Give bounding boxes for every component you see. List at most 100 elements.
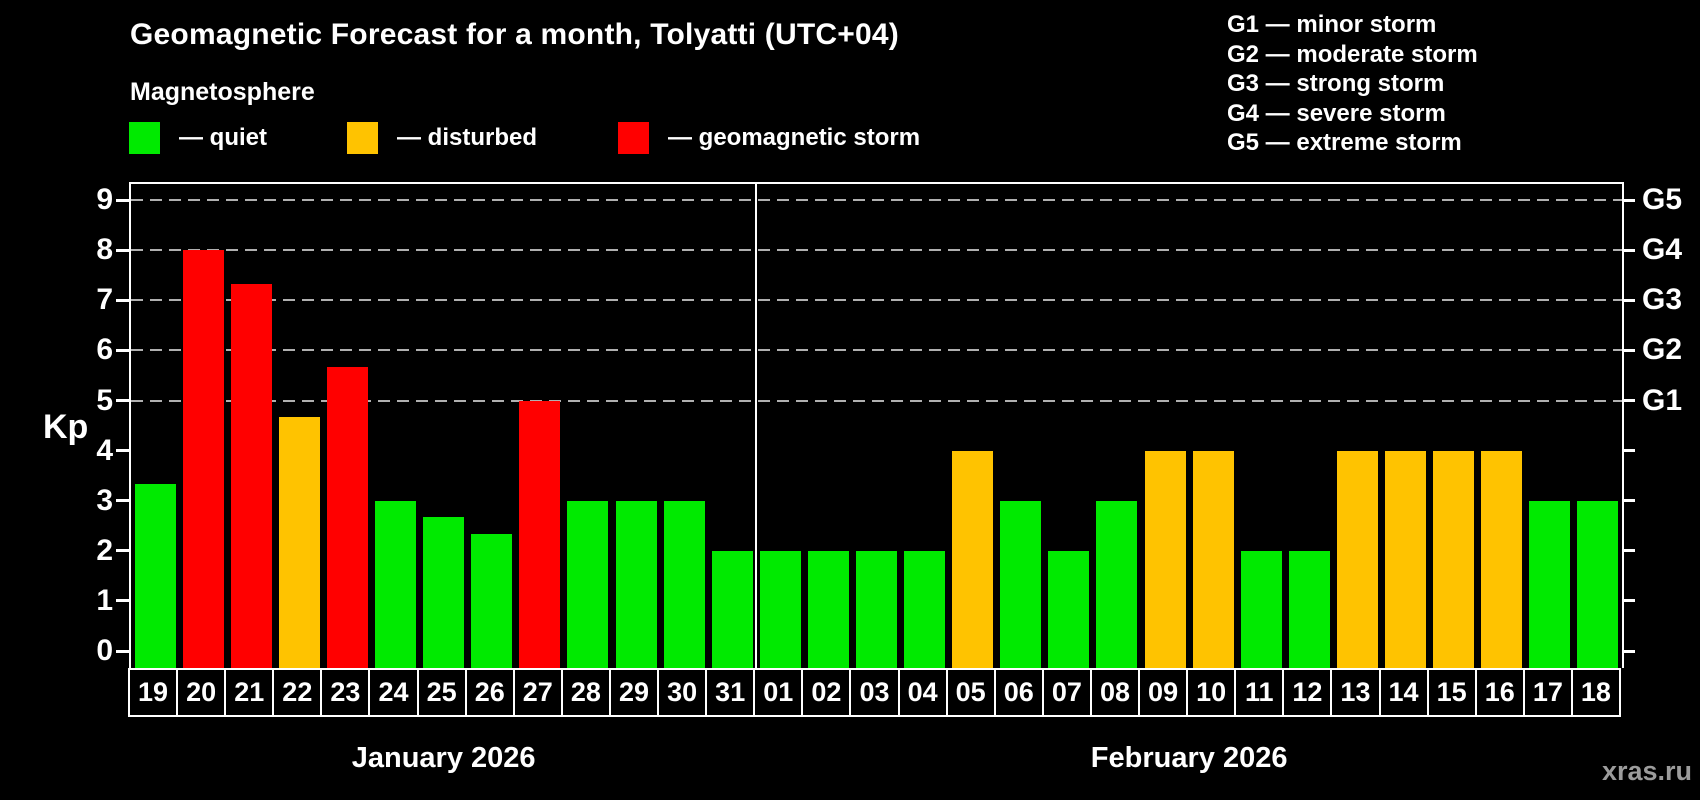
date-cell-01: 01	[753, 668, 804, 717]
kp-bar-02	[807, 550, 849, 668]
kp-bar-09	[1144, 450, 1186, 668]
date-cell-29: 29	[608, 668, 660, 717]
left-tick-0	[116, 649, 129, 653]
kp-axis-label: Kp	[43, 408, 89, 446]
ytick-label-7: 7	[96, 283, 113, 317]
date-cell-24: 24	[368, 668, 419, 717]
date-cell-12: 12	[1282, 668, 1333, 717]
ytick-label-9: 9	[96, 183, 113, 217]
date-cell-07: 07	[1041, 668, 1092, 717]
plot-area: 0 1 2 3 4 5 6 7 8 9 G1 G2 G3 G4 G5	[96, 182, 1682, 668]
date-cell-30: 30	[657, 668, 708, 717]
ytick-label-3: 3	[96, 483, 113, 517]
right-tick-4	[1622, 449, 1635, 453]
kp-bar-23	[326, 366, 368, 668]
kp-bar-30	[663, 500, 705, 668]
right-tick-9	[1622, 198, 1635, 202]
left-tick-8	[116, 248, 129, 252]
date-cell-18: 18	[1570, 668, 1621, 717]
g-legend-line-3: G3 — strong storm	[1227, 70, 1445, 97]
legend-item-quiet: — quiet	[0, 121, 1100, 155]
kp-bar-06	[1000, 500, 1042, 668]
ytick-label-2: 2	[96, 533, 113, 567]
quiet-swatch-icon	[129, 122, 160, 154]
kp-bar-05	[952, 450, 994, 668]
left-tick-7	[116, 298, 129, 302]
page-title: Geomagnetic Forecast for a month, Tolyat…	[130, 18, 899, 51]
kp-bar-04	[904, 550, 946, 668]
gridline-kp8	[131, 249, 1622, 252]
right-tick-7	[1622, 298, 1635, 302]
legend-label-storm: — geomagnetic storm	[668, 124, 921, 151]
gridline-kp7	[131, 299, 1622, 302]
kp-bar-01	[759, 550, 801, 668]
date-cell-21: 21	[224, 668, 275, 717]
g-scale-legend: G1 — minor storm G2 — moderate storm G3 — …	[1227, 10, 1478, 158]
left-tick-3	[116, 499, 129, 503]
kp-bar-17	[1529, 500, 1571, 668]
right-tick-2	[1622, 549, 1635, 553]
magnetosphere-subtitle: Magnetosphere	[130, 78, 315, 106]
kp-bar-14	[1385, 450, 1427, 668]
watermark: xras.ru	[1601, 756, 1692, 786]
date-cell-11: 11	[1234, 668, 1285, 717]
date-cell-20: 20	[176, 668, 227, 717]
kp-bar-20	[182, 250, 224, 668]
ytick-label-5: 5	[96, 383, 113, 417]
date-cell-28: 28	[560, 668, 611, 717]
kp-bar-07	[1048, 550, 1090, 668]
left-tick-6	[116, 348, 129, 352]
date-cell-13: 13	[1330, 668, 1381, 717]
date-cell-03: 03	[849, 668, 900, 717]
legend-label-quiet: — quiet	[179, 124, 267, 151]
kp-bar-18	[1577, 500, 1619, 668]
g-legend-line-5: G5 — extreme storm	[1227, 129, 1462, 156]
kp-bar-12	[1288, 550, 1330, 668]
g-legend-line-2: G2 — moderate storm	[1227, 40, 1478, 68]
right-tick-6	[1622, 348, 1635, 352]
left-tick-5	[116, 399, 129, 402]
ytick-label-1: 1	[96, 583, 113, 617]
kp-bar-31	[711, 550, 753, 668]
date-cell-27: 27	[512, 668, 563, 717]
right-tick-5	[1622, 399, 1635, 402]
date-cell-19: 19	[128, 668, 179, 717]
kp-bar-10	[1192, 450, 1234, 668]
legend-item-storm: — geomagnetic storm	[0, 121, 1100, 155]
disturbed-swatch-icon	[347, 122, 378, 154]
kp-bar-28	[567, 500, 609, 668]
date-cell-06: 06	[993, 668, 1044, 717]
g-level-label-g2: G2	[1642, 333, 1683, 367]
date-cell-05: 05	[945, 668, 996, 717]
month-separator	[755, 184, 758, 668]
left-tick-4	[116, 449, 129, 453]
ytick-label-8: 8	[96, 233, 113, 267]
date-cell-16: 16	[1474, 668, 1525, 717]
g-level-label-g1: G1	[1642, 383, 1683, 417]
ytick-label-0: 0	[96, 634, 113, 667]
kp-bar-11	[1240, 550, 1282, 668]
kp-bar-19	[134, 484, 176, 668]
kp-bar-13	[1336, 450, 1378, 668]
date-cell-31: 31	[705, 668, 756, 717]
storm-swatch-icon	[618, 122, 649, 154]
g-level-label-g4: G4	[1642, 233, 1683, 267]
month-label-january: January 2026	[351, 742, 536, 774]
date-cell-09: 09	[1138, 668, 1189, 717]
g-legend-line-4: G4 — severe storm	[1227, 99, 1446, 127]
gridline-kp5	[131, 399, 1622, 402]
right-tick-3	[1622, 499, 1635, 503]
left-tick-2	[116, 549, 129, 553]
left-tick-9	[116, 198, 129, 202]
legend-label-disturbed: — disturbed	[397, 124, 538, 151]
ytick-label-4: 4	[96, 433, 113, 467]
date-cell-15: 15	[1426, 668, 1477, 717]
gridline-kp9	[131, 199, 1622, 202]
right-tick-0	[1622, 649, 1635, 653]
kp-bar-08	[1096, 500, 1138, 668]
date-cell-25: 25	[416, 668, 467, 717]
gridline-kp6	[131, 349, 1622, 352]
kp-bar-25	[423, 517, 465, 668]
g-legend-line-1: G1 — minor storm	[1227, 11, 1437, 38]
